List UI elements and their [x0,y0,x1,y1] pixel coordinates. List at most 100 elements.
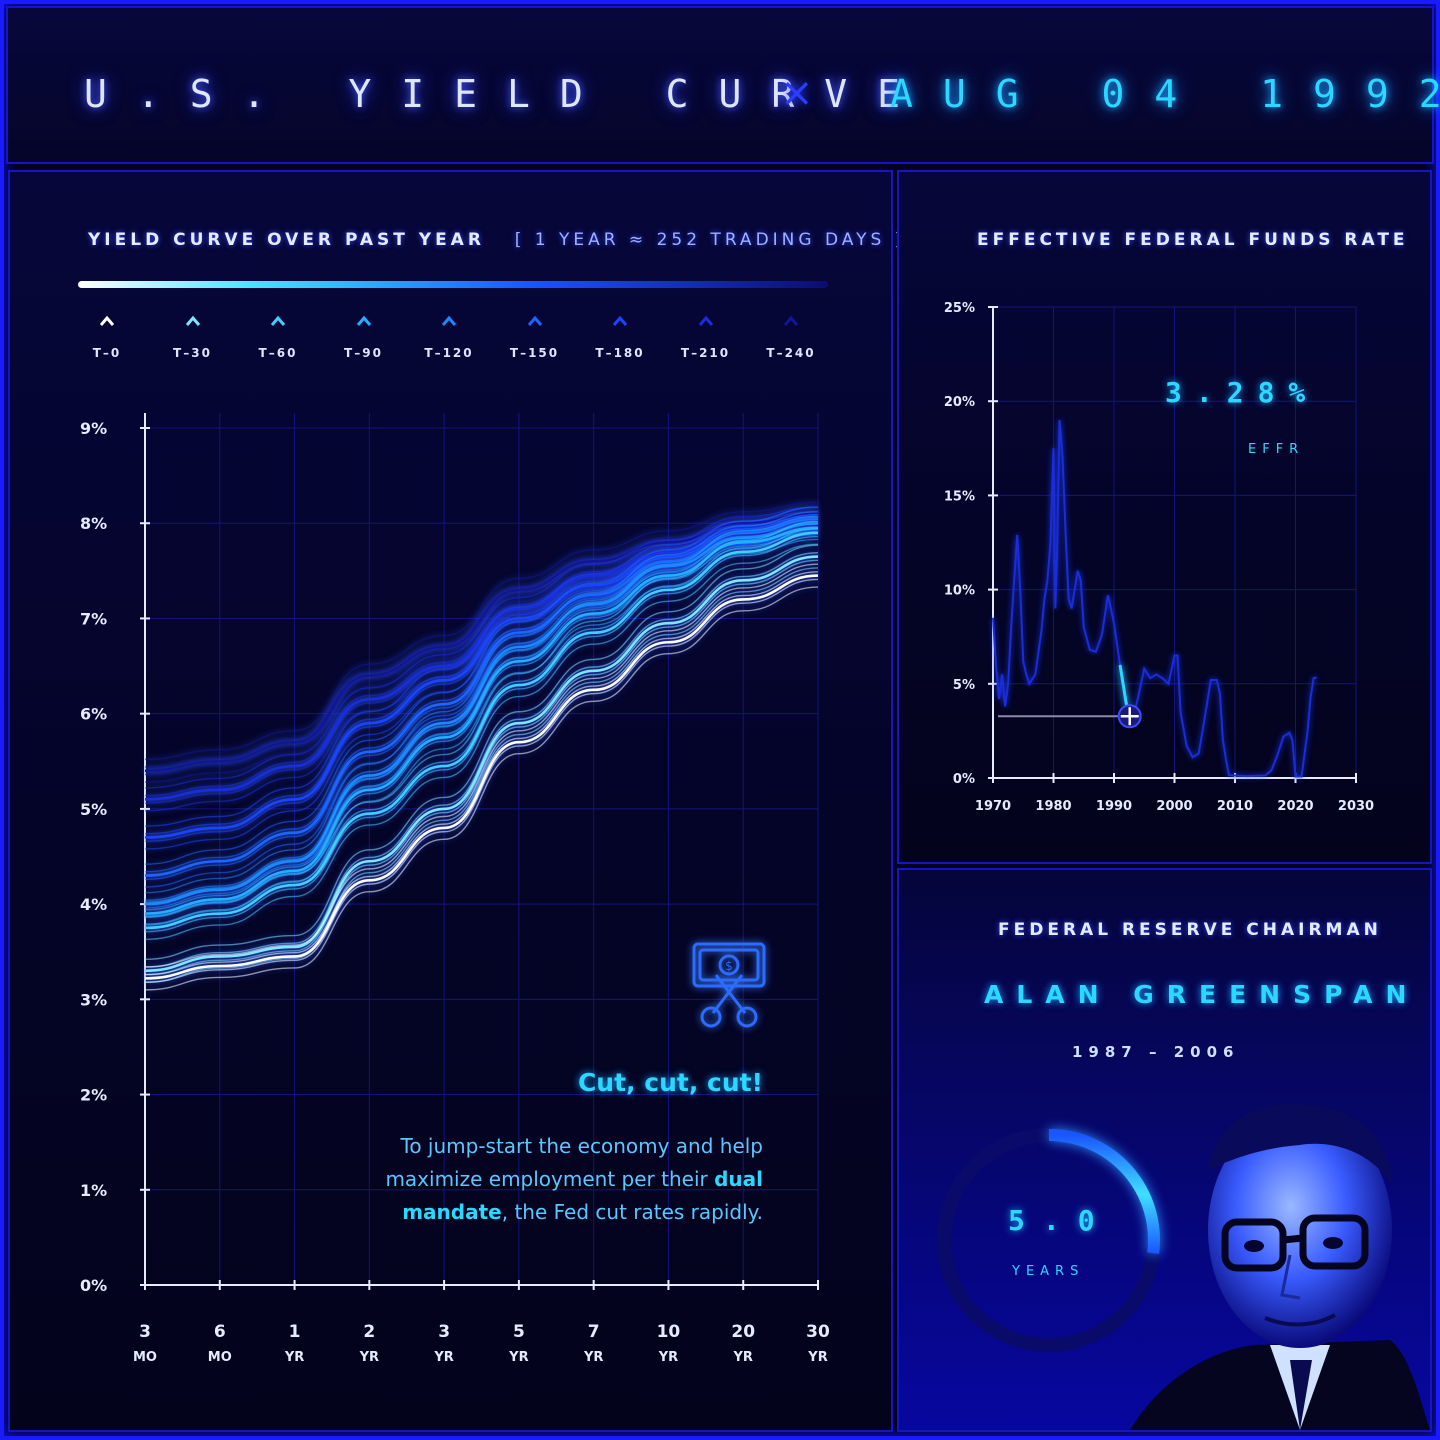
curve-line [144,571,819,976]
legend-label: T–150 [509,346,560,360]
curve-line [144,535,819,933]
grid [144,413,819,1286]
x-tick-label: 2000 [1156,799,1192,814]
annotation-body-end: , the Fed cut rates rapidly. [501,1200,763,1224]
annotation-body-emphasis: dual mandate [402,1167,763,1224]
curve-line [144,559,819,976]
curve-line [144,531,819,919]
x-tick-label: 3 [139,1322,151,1342]
legend-label: T–30 [173,346,212,360]
y-tick-label: 9% [80,419,107,438]
x-tick-label: 2 [363,1322,375,1342]
curve-line [144,574,819,980]
yield-curve-title: YIELD CURVE OVER PAST YEAR [ 1 YEAR ≈ 25… [88,230,905,250]
legend-label: T–240 [766,346,816,360]
legend-chevron-icon [185,312,201,331]
curve-line [144,506,819,789]
date-display: AUG 04 1992 [890,72,1440,116]
legend-chevron-icon [698,312,714,331]
chairman-years: 1987 – 2006 [1072,1043,1240,1061]
tenure-unit: YEARS [1012,1264,1085,1279]
annotation-body: To jump-start the economy and help maxim… [380,1130,763,1229]
title-separator: × [780,70,814,116]
y-tick-label: 0% [953,772,975,787]
annotation-body-text: To jump-start the economy and help maxim… [385,1134,763,1191]
yield-curve-subtitle: [ 1 YEAR ≈ 252 TRADING DAYS ] [514,230,906,250]
y-tick-label: 2% [80,1086,107,1105]
svg-text:$: $ [725,959,733,973]
effr-panel [897,170,1432,864]
y-tick-label: 4% [80,895,107,914]
curve-line [144,567,819,983]
x-tick-label: 1 [289,1322,301,1342]
x-tick-label: 3 [438,1322,450,1342]
legend-label: T–180 [595,346,645,360]
x-tick-label: 30 [806,1322,830,1342]
x-tick-label: YR [807,1350,827,1365]
x-tick-label: 1970 [975,799,1011,814]
effr-current-label: EFFR [1248,442,1305,457]
y-tick-label: 3% [80,990,107,1009]
x-tick-label: 5 [513,1322,525,1342]
y-tick-label: 7% [80,609,107,628]
y-tick-label: 25% [944,301,975,316]
legend-label: T–120 [424,346,474,360]
x-tick-label: MO [208,1350,232,1365]
x-tick-label: 1980 [1035,799,1071,814]
legend-chevron-icon [612,312,628,331]
y-tick-label: 6% [80,705,107,724]
legend-chevron-icon [270,312,286,331]
curve-line [144,528,819,925]
curve-line [144,531,819,930]
curve-line [144,523,819,911]
effr-title: EFFECTIVE FEDERAL FUNDS RATE [977,230,1409,250]
y-tick-label: 8% [80,514,107,533]
curve-line [144,506,819,865]
legend-label: T–0 [92,346,122,360]
curve-line [144,578,819,983]
y-tick-label: 15% [944,489,975,504]
grid [992,306,1357,779]
x-tick-label: YR [359,1350,379,1365]
x-tick-label: 20 [731,1322,755,1342]
curve-line [144,520,819,918]
curve-line [144,552,819,968]
curve-line [144,555,819,973]
x-tick-label: YR [658,1350,678,1365]
legend-chevron-icon [783,312,799,331]
legend-chevron-icon [99,312,115,331]
curve-line [144,506,819,827]
curve-line [144,512,819,773]
chairman-label: FEDERAL RESERVE CHAIRMAN [998,920,1382,940]
x-tick-label: YR [733,1350,753,1365]
x-tick-label: YR [433,1350,453,1365]
curve-line [144,501,819,761]
legend-label: T–60 [258,346,298,360]
x-tick-label: MO [133,1350,157,1365]
x-tick-label: 6 [214,1322,226,1342]
curve-line [144,563,819,968]
legend-label: T–210 [680,346,731,360]
x-tick-label: 10 [657,1322,681,1342]
effr-current-value: 3.28% [1165,376,1320,409]
header-panel [6,6,1434,164]
yield-curve-title-text: YIELD CURVE OVER PAST YEAR [88,230,485,250]
x-tick-label: YR [284,1350,304,1365]
curve-line [144,543,819,941]
curve-line [144,544,819,961]
x-tick-label: YR [508,1350,528,1365]
legend-chevron-icon [356,312,372,331]
y-tick-label: 1% [80,1181,107,1200]
x-tick-label: 7 [588,1322,600,1342]
annotation-title: Cut, cut, cut! [577,1068,763,1097]
x-tick-label: 1990 [1096,799,1132,814]
y-tick-label: 20% [944,395,975,410]
y-tick-label: 0% [80,1276,107,1295]
y-tick-label: 5% [80,800,107,819]
